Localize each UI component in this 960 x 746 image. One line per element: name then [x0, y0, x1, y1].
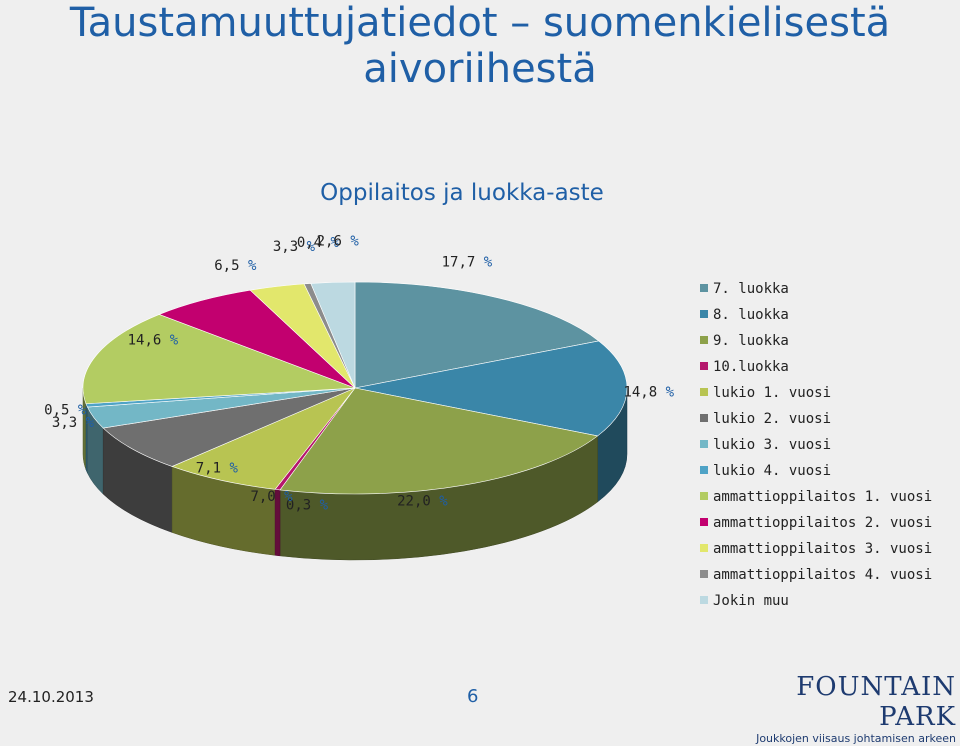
legend-swatch-2 [700, 336, 708, 344]
data-label-8: 14,6 % [128, 332, 179, 348]
legend-item-2: 9. luokka [700, 333, 789, 349]
pie-slice-9 [158, 289, 356, 389]
legend-item-6: lukio 3. vuosi [700, 437, 831, 453]
data-label-3: 0,3 % [286, 497, 329, 513]
chart-title: Oppilaitos ja luokka-aste [320, 180, 604, 206]
pie-chart: Oppilaitos ja luokka-aste 17,7 % 14,8 % 22… [44, 180, 932, 609]
legend-item-8: ammattioppilaitos 1. vuosi [700, 489, 932, 505]
legend-swatch-0 [700, 284, 708, 292]
legend-swatch-4 [700, 388, 708, 396]
pie-tops [82, 281, 628, 495]
legend-item-4: lukio 1. vuosi [700, 385, 831, 401]
legend-label-10: ammattioppilaitos 3. vuosi [713, 541, 932, 557]
data-label-5: 7,1 % [196, 461, 239, 477]
legend-swatch-12 [700, 596, 708, 604]
legend-swatch-6 [700, 440, 708, 448]
pie-sides [82, 387, 628, 561]
brand-logo: FOUNTAIN PARK Joukkojen viisaus johtamis… [740, 672, 956, 746]
legend-item-7: lukio 4. vuosi [700, 463, 831, 479]
page-number: 6 [467, 686, 479, 707]
legend-label-5: lukio 2. vuosi [713, 411, 831, 427]
legend-label-1: 8. luokka [713, 307, 789, 323]
legend-item-5: lukio 2. vuosi [700, 411, 831, 427]
pie-slice-0 [354, 281, 600, 389]
legend: 7. luokka 8. luokka 9. luokka 10.luokka luki… [700, 281, 932, 609]
data-label-7: 0,5 % [44, 402, 87, 418]
legend-label-0: 7. luokka [713, 281, 789, 297]
data-label-9: 6,5 % [214, 258, 257, 274]
data-label-4: 7,0 % [250, 489, 293, 505]
pie-slice-12 [310, 281, 356, 389]
footer-date: 24.10.2013 [8, 688, 94, 706]
data-label-6: 3,3 % [52, 415, 95, 431]
legend-swatch-7 [700, 466, 708, 474]
data-label-12: 2,6 % [317, 233, 360, 249]
legend-label-8: ammattioppilaitos 1. vuosi [713, 489, 932, 505]
legend-swatch-5 [700, 414, 708, 422]
legend-item-12: Jokin muu [700, 593, 789, 609]
legend-swatch-9 [700, 518, 708, 526]
legend-swatch-11 [700, 570, 708, 578]
pie-data-labels: 17,7 %14,8 %22,0 %0,3 %7,0 %7,1 %3,3 %0,… [44, 233, 674, 513]
slide-title-line-2: aivoriihestä [363, 46, 597, 92]
legend-item-9: ammattioppilaitos 2. vuosi [700, 515, 932, 531]
legend-swatch-10 [700, 544, 708, 552]
legend-swatch-1 [700, 310, 708, 318]
slide-title: Taustamuuttujatiedot – suomenkielisestä … [0, 0, 960, 92]
legend-label-4: lukio 1. vuosi [713, 385, 831, 401]
legend-swatch-3 [700, 362, 708, 370]
brand-name: FOUNTAIN PARK [796, 672, 956, 732]
legend-label-11: ammattioppilaitos 4. vuosi [713, 567, 932, 583]
data-label-10: 3,3 % [273, 239, 316, 255]
legend-label-9: ammattioppilaitos 2. vuosi [713, 515, 932, 531]
data-label-1: 14,8 % [623, 385, 674, 401]
pie-slice-2 [279, 387, 599, 495]
legend-swatch-8 [700, 492, 708, 500]
brand-tagline: Joukkojen viisaus johtamisen arkeen [756, 732, 956, 745]
legend-label-2: 9. luokka [713, 333, 789, 349]
data-label-11: 0,4 % [297, 235, 340, 251]
legend-item-11: ammattioppilaitos 4. vuosi [700, 567, 932, 583]
legend-item-0: 7. luokka [700, 281, 789, 297]
legend-item-1: 8. luokka [700, 307, 789, 323]
pie-slice-8 [82, 314, 356, 405]
legend-label-3: 10.luokka [713, 359, 789, 375]
legend-label-12: Jokin muu [713, 593, 789, 609]
legend-item-3: 10.luokka [700, 359, 789, 375]
legend-item-10: ammattioppilaitos 3. vuosi [700, 541, 932, 557]
pie-slice-4 [171, 387, 356, 490]
slide-title-line-1: Taustamuuttujatiedot – suomenkielisestä [69, 0, 891, 46]
legend-label-6: lukio 3. vuosi [713, 437, 831, 453]
pie-slice-5 [102, 387, 356, 467]
data-label-0: 17,7 % [442, 254, 493, 270]
legend-label-7: lukio 4. vuosi [713, 463, 831, 479]
pie-slice-1 [354, 340, 628, 437]
data-label-2: 22,0 % [397, 493, 448, 509]
